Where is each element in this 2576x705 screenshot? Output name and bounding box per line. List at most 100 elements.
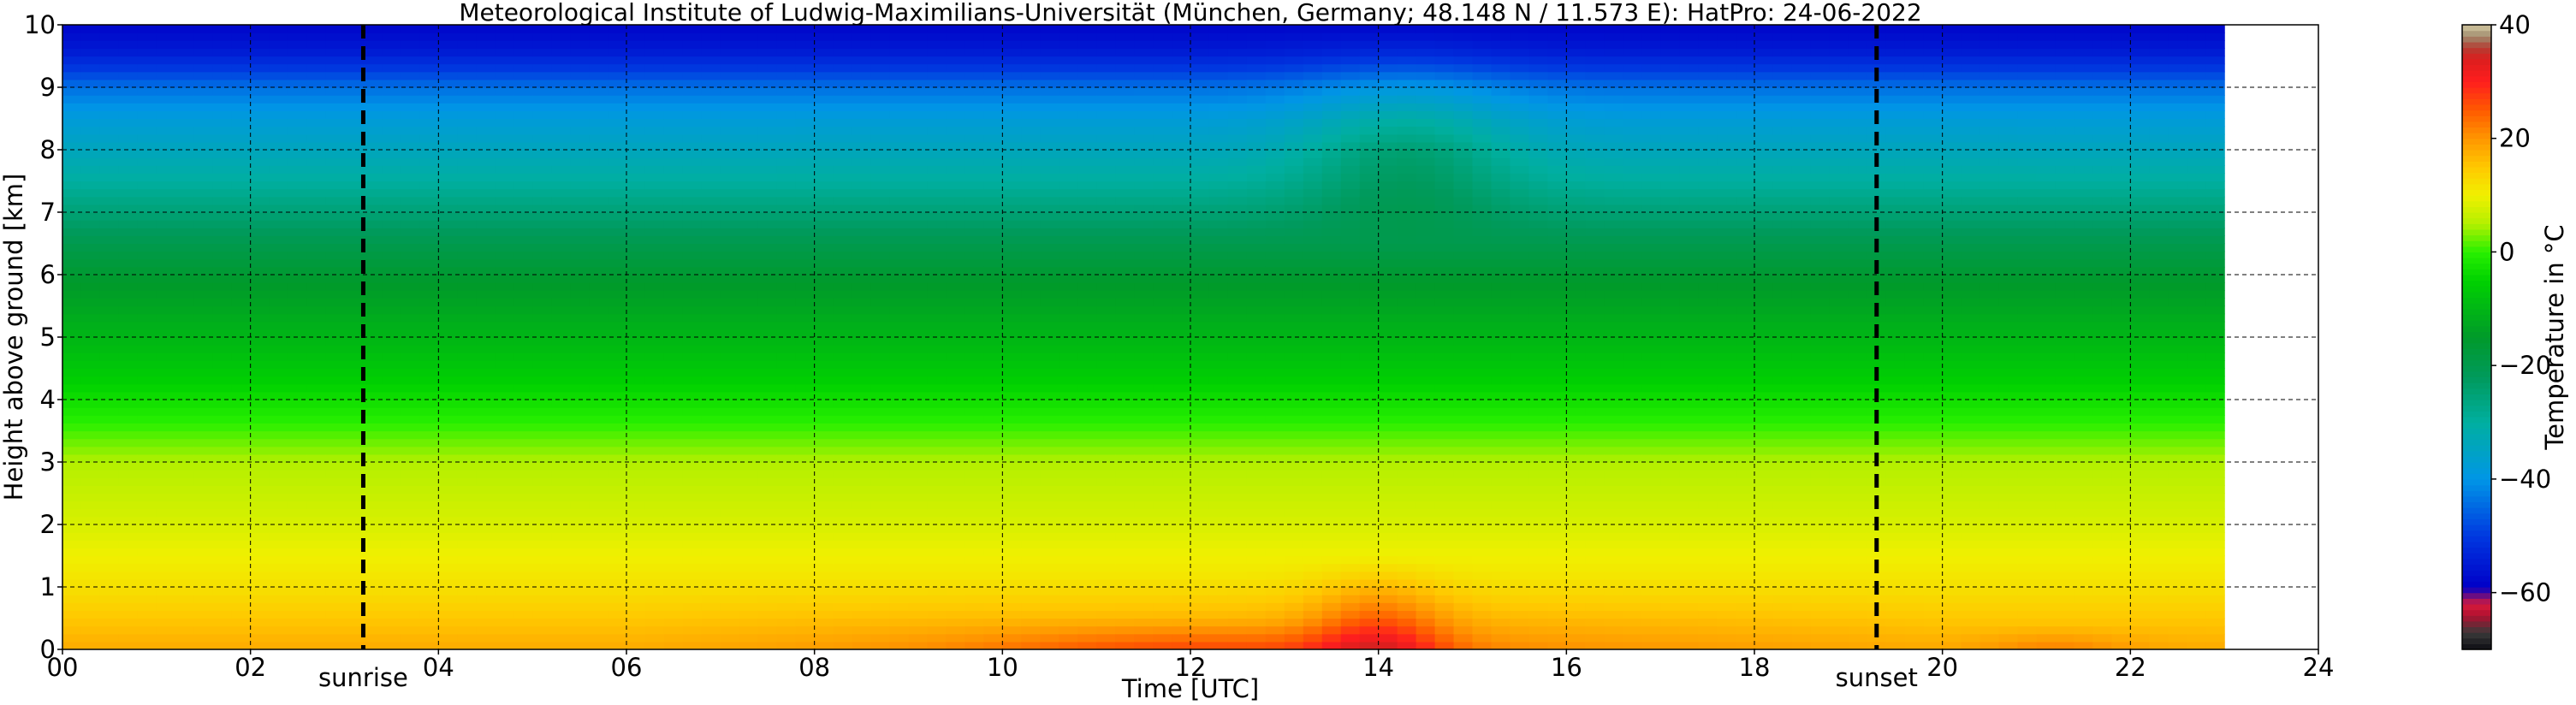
heatmap-cell bbox=[175, 188, 195, 198]
heatmap-cell bbox=[757, 524, 778, 533]
heatmap-cell bbox=[306, 63, 327, 73]
heatmap-cell bbox=[118, 446, 139, 455]
heatmap-cell bbox=[269, 87, 289, 96]
heatmap-cell bbox=[1115, 133, 1135, 143]
heatmap-cell bbox=[1208, 462, 1229, 471]
heatmap-cell bbox=[551, 360, 571, 370]
heatmap-cell bbox=[118, 571, 139, 580]
heatmap-cell bbox=[401, 220, 420, 228]
heatmap-cell bbox=[946, 165, 965, 174]
heatmap-cell bbox=[118, 282, 139, 291]
heatmap-cell bbox=[720, 548, 740, 557]
heatmap-cell bbox=[193, 165, 214, 174]
heatmap-cell bbox=[608, 228, 627, 236]
heatmap-cell bbox=[175, 25, 195, 33]
heatmap-cell bbox=[1077, 485, 1097, 495]
heatmap-cell bbox=[870, 415, 891, 424]
heatmap-cell bbox=[551, 641, 571, 649]
heatmap-cell bbox=[644, 485, 665, 495]
heatmap-cell bbox=[720, 555, 740, 565]
heatmap-cell bbox=[870, 25, 891, 33]
heatmap-cell bbox=[212, 275, 233, 283]
heatmap-cell bbox=[1172, 587, 1191, 595]
heatmap-cell bbox=[438, 150, 458, 158]
heatmap-cell bbox=[382, 243, 401, 252]
heatmap-cell bbox=[99, 407, 120, 416]
heatmap-cell bbox=[325, 173, 346, 182]
heatmap-cell bbox=[814, 610, 834, 619]
heatmap-cell bbox=[720, 352, 740, 361]
heatmap-cell bbox=[137, 595, 157, 603]
heatmap-cell bbox=[551, 485, 571, 495]
heatmap-cell bbox=[62, 133, 82, 143]
heatmap-cell bbox=[513, 258, 533, 268]
heatmap-cell bbox=[532, 407, 552, 416]
heatmap-cell bbox=[852, 33, 872, 41]
heatmap-cell bbox=[382, 103, 401, 111]
heatmap-cell bbox=[457, 329, 477, 338]
heatmap-cell bbox=[476, 508, 496, 518]
heatmap-cell bbox=[363, 610, 383, 619]
heatmap-cell bbox=[137, 438, 157, 447]
heatmap-cell bbox=[344, 298, 365, 307]
heatmap-cell bbox=[814, 251, 834, 260]
heatmap-cell bbox=[118, 633, 139, 643]
heatmap-cell bbox=[589, 610, 608, 619]
heatmap-cell bbox=[1208, 173, 1229, 182]
heatmap-cell bbox=[965, 625, 984, 635]
heatmap-cell bbox=[1190, 555, 1210, 565]
heatmap-cell bbox=[908, 563, 929, 572]
heatmap-cell bbox=[306, 595, 327, 603]
heatmap-cell bbox=[401, 33, 420, 41]
heatmap-cell bbox=[1227, 477, 1248, 486]
heatmap-cell bbox=[946, 126, 965, 135]
heatmap-cell bbox=[701, 25, 721, 33]
heatmap-cell bbox=[438, 235, 458, 245]
heatmap-cell bbox=[644, 453, 665, 463]
heatmap-cell bbox=[814, 453, 834, 463]
heatmap-cell bbox=[457, 337, 477, 346]
heatmap-cell bbox=[739, 391, 759, 400]
heatmap-cell bbox=[1096, 196, 1116, 205]
heatmap-cell bbox=[739, 532, 759, 541]
heatmap-cell bbox=[1172, 87, 1191, 96]
heatmap-cell bbox=[795, 477, 816, 486]
heatmap-cell bbox=[1134, 110, 1154, 120]
heatmap-cell bbox=[551, 313, 571, 323]
heatmap-cell bbox=[457, 618, 477, 627]
heatmap-cell bbox=[833, 196, 853, 205]
heatmap-cell bbox=[156, 33, 176, 41]
heatmap-cell bbox=[833, 407, 853, 416]
heatmap-cell bbox=[495, 391, 514, 400]
heatmap-cell bbox=[1227, 578, 1248, 588]
heatmap-cell bbox=[814, 360, 834, 370]
heatmap-cell bbox=[250, 188, 270, 198]
heatmap-cell bbox=[889, 150, 910, 158]
heatmap-cell bbox=[495, 63, 514, 73]
heatmap-cell bbox=[833, 305, 853, 315]
heatmap-cell bbox=[889, 415, 910, 424]
heatmap-cell bbox=[1002, 555, 1022, 565]
heatmap-cell bbox=[701, 63, 721, 73]
heatmap-cell bbox=[1021, 126, 1041, 135]
heatmap-cell bbox=[532, 548, 552, 557]
heatmap-cell bbox=[720, 71, 740, 80]
heatmap-cell bbox=[175, 110, 195, 120]
heatmap-cell bbox=[946, 516, 965, 525]
heatmap-cell bbox=[983, 595, 1003, 603]
heatmap-cell bbox=[776, 275, 797, 283]
heatmap-cell bbox=[476, 220, 496, 228]
heatmap-cell bbox=[325, 298, 346, 307]
heatmap-cell bbox=[80, 625, 101, 635]
heatmap-cell bbox=[795, 625, 816, 635]
heatmap-cell bbox=[870, 33, 891, 41]
heatmap-cell bbox=[908, 251, 929, 260]
heatmap-cell bbox=[663, 360, 684, 370]
heatmap-cell bbox=[608, 48, 627, 57]
heatmap-cell bbox=[1021, 87, 1041, 96]
heatmap-cell bbox=[833, 243, 853, 252]
heatmap-cell bbox=[739, 345, 759, 353]
heatmap-cell bbox=[1077, 126, 1097, 135]
heatmap-cell bbox=[457, 400, 477, 408]
heatmap-cell bbox=[80, 532, 101, 541]
